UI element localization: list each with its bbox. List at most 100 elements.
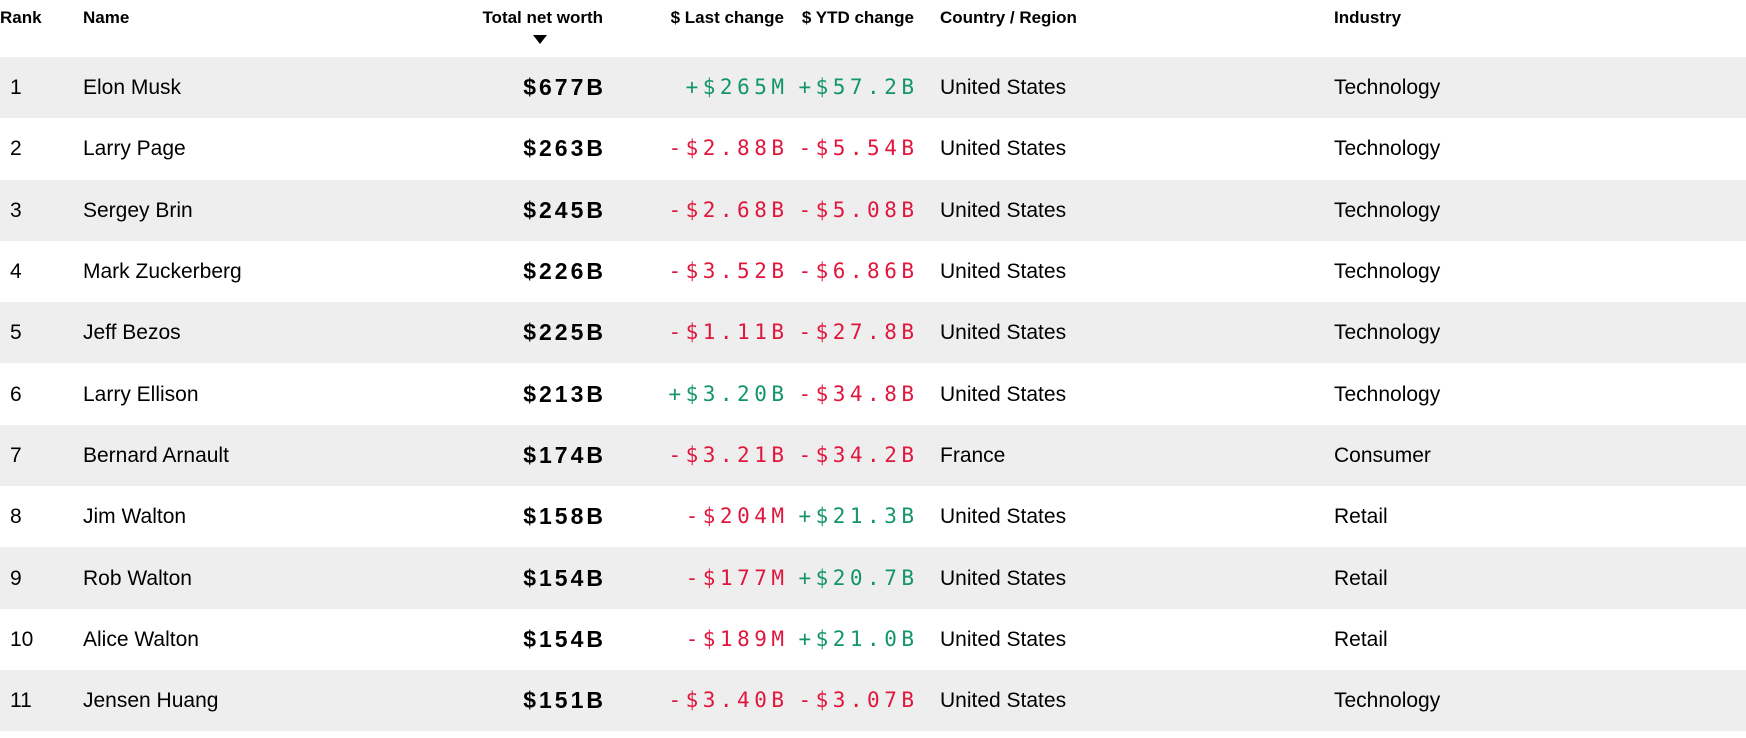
net-worth-cell: $158B bbox=[523, 503, 606, 530]
country-cell: United States bbox=[940, 76, 1067, 100]
name-cell: Alice Walton bbox=[83, 627, 199, 651]
column-header-ytd-change[interactable]: $ YTD change bbox=[801, 8, 914, 27]
net-worth-cell: $225B bbox=[523, 319, 606, 346]
ytd-change-cell: -$27.8B bbox=[798, 320, 919, 345]
table-row[interactable]: 6 Larry Ellison $213B +$3.20B -$34.8B Un… bbox=[0, 363, 1746, 425]
table-row[interactable]: 11 Jensen Huang $151B -$3.40B -$3.07B Un… bbox=[0, 669, 1746, 732]
country-cell: United States bbox=[940, 198, 1067, 222]
rank-cell: 1 bbox=[10, 76, 22, 100]
name-cell: Larry Page bbox=[83, 137, 186, 161]
table-row[interactable]: 7 Bernard Arnault $174B -$3.21B -$34.2B … bbox=[0, 424, 1746, 487]
rank-cell: 2 bbox=[10, 137, 22, 161]
net-worth-cell: $151B bbox=[523, 687, 606, 714]
column-header-net-worth-label: Total net worth bbox=[482, 8, 603, 27]
net-worth-cell: $226B bbox=[523, 258, 606, 285]
rank-cell: 11 bbox=[10, 689, 32, 713]
country-cell: United States bbox=[940, 689, 1067, 713]
table-row[interactable]: 1 Elon Musk $677B +$265M +$57.2B United … bbox=[0, 57, 1746, 119]
column-header-industry[interactable]: Industry bbox=[1334, 8, 1402, 27]
rank-cell: 7 bbox=[10, 443, 22, 467]
table-header-row: Rank Name Total net worth $ Last change … bbox=[0, 0, 1746, 57]
name-cell: Elon Musk bbox=[83, 76, 182, 100]
table-body: 1 Elon Musk $677B +$265M +$57.2B United … bbox=[0, 57, 1746, 732]
ytd-change-cell: +$21.0B bbox=[798, 626, 919, 651]
last-change-cell: +$3.20B bbox=[668, 381, 789, 406]
country-cell: United States bbox=[940, 137, 1067, 161]
industry-cell: Retail bbox=[1334, 566, 1388, 590]
rank-cell: 8 bbox=[10, 505, 22, 529]
rank-cell: 9 bbox=[10, 566, 22, 590]
net-worth-cell: $245B bbox=[523, 196, 606, 223]
last-change-cell: -$3.21B bbox=[668, 442, 789, 467]
table-row[interactable]: 2 Larry Page $263B -$2.88B -$5.54B Unite… bbox=[0, 118, 1746, 180]
last-change-cell: -$1.11B bbox=[668, 320, 789, 345]
ytd-change-cell: +$57.2B bbox=[798, 75, 919, 100]
industry-cell: Consumer bbox=[1334, 443, 1431, 467]
column-header-name[interactable]: Name bbox=[83, 8, 130, 27]
column-header-rank[interactable]: Rank bbox=[0, 8, 42, 27]
industry-cell: Retail bbox=[1334, 627, 1388, 651]
country-cell: United States bbox=[940, 627, 1067, 651]
industry-cell: Technology bbox=[1334, 689, 1441, 713]
name-cell: Mark Zuckerberg bbox=[83, 260, 242, 284]
last-change-cell: -$189M bbox=[685, 626, 789, 651]
column-header-country[interactable]: Country / Region bbox=[940, 8, 1077, 27]
table-row[interactable]: 9 Rob Walton $154B -$177M +$20.7B United… bbox=[0, 547, 1746, 609]
last-change-cell: -$3.40B bbox=[668, 688, 789, 713]
name-cell: Jim Walton bbox=[83, 505, 187, 529]
country-cell: United States bbox=[940, 382, 1067, 406]
industry-cell: Technology bbox=[1334, 260, 1441, 284]
industry-cell: Technology bbox=[1334, 137, 1441, 161]
last-change-cell: +$265M bbox=[685, 75, 789, 100]
industry-cell: Technology bbox=[1334, 321, 1441, 345]
name-cell: Sergey Brin bbox=[83, 198, 193, 222]
last-change-cell: -$2.88B bbox=[668, 136, 789, 161]
industry-cell: Technology bbox=[1334, 382, 1441, 406]
rank-cell: 4 bbox=[10, 260, 22, 284]
country-cell: France bbox=[940, 443, 1006, 467]
rank-cell: 6 bbox=[10, 382, 22, 406]
country-cell: United States bbox=[940, 260, 1067, 284]
name-cell: Jensen Huang bbox=[83, 689, 219, 713]
table-row[interactable]: 3 Sergey Brin $245B -$2.68B -$5.08B Unit… bbox=[0, 179, 1746, 241]
country-cell: United States bbox=[940, 321, 1067, 345]
table-row[interactable]: 4 Mark Zuckerberg $226B -$3.52B -$6.86B … bbox=[0, 240, 1746, 303]
net-worth-cell: $263B bbox=[523, 135, 606, 162]
ytd-change-cell: -$34.2B bbox=[798, 442, 919, 467]
ytd-change-cell: -$5.08B bbox=[798, 197, 919, 222]
table-row[interactable]: 8 Jim Walton $158B -$204M +$21.3B United… bbox=[0, 486, 1746, 548]
last-change-cell: -$3.52B bbox=[668, 259, 789, 284]
ytd-change-cell: -$5.54B bbox=[798, 136, 919, 161]
rank-cell: 10 bbox=[10, 627, 34, 651]
rank-cell: 5 bbox=[10, 321, 22, 345]
ytd-change-cell: -$34.8B bbox=[798, 381, 919, 406]
net-worth-cell: $677B bbox=[523, 74, 606, 101]
ytd-change-cell: -$3.07B bbox=[798, 688, 919, 713]
table-row[interactable]: 5 Jeff Bezos $225B -$1.11B -$27.8B Unite… bbox=[0, 302, 1746, 364]
last-change-cell: -$204M bbox=[685, 504, 789, 529]
name-cell: Larry Ellison bbox=[83, 382, 199, 406]
net-worth-cell: $154B bbox=[523, 625, 606, 652]
ytd-change-cell: +$20.7B bbox=[798, 565, 919, 590]
country-cell: United States bbox=[940, 505, 1067, 529]
rank-cell: 3 bbox=[10, 198, 22, 222]
industry-cell: Technology bbox=[1334, 76, 1441, 100]
last-change-cell: -$2.68B bbox=[668, 197, 789, 222]
industry-cell: Technology bbox=[1334, 198, 1441, 222]
name-cell: Jeff Bezos bbox=[83, 321, 181, 345]
industry-cell: Retail bbox=[1334, 505, 1388, 529]
country-cell: United States bbox=[940, 566, 1067, 590]
last-change-cell: -$177M bbox=[685, 565, 789, 590]
name-cell: Bernard Arnault bbox=[83, 443, 229, 467]
name-cell: Rob Walton bbox=[83, 566, 192, 590]
column-header-net-worth[interactable]: Total net worth bbox=[413, 0, 603, 44]
ytd-change-cell: -$6.86B bbox=[798, 259, 919, 284]
sort-descending-icon bbox=[533, 35, 547, 44]
table-row[interactable]: 10 Alice Walton $154B -$189M +$21.0B Uni… bbox=[0, 608, 1746, 670]
net-worth-cell: $174B bbox=[523, 441, 606, 468]
net-worth-cell: $154B bbox=[523, 564, 606, 591]
ytd-change-cell: +$21.3B bbox=[798, 504, 919, 529]
net-worth-cell: $213B bbox=[523, 380, 606, 407]
column-header-last-change[interactable]: $ Last change bbox=[670, 8, 784, 27]
